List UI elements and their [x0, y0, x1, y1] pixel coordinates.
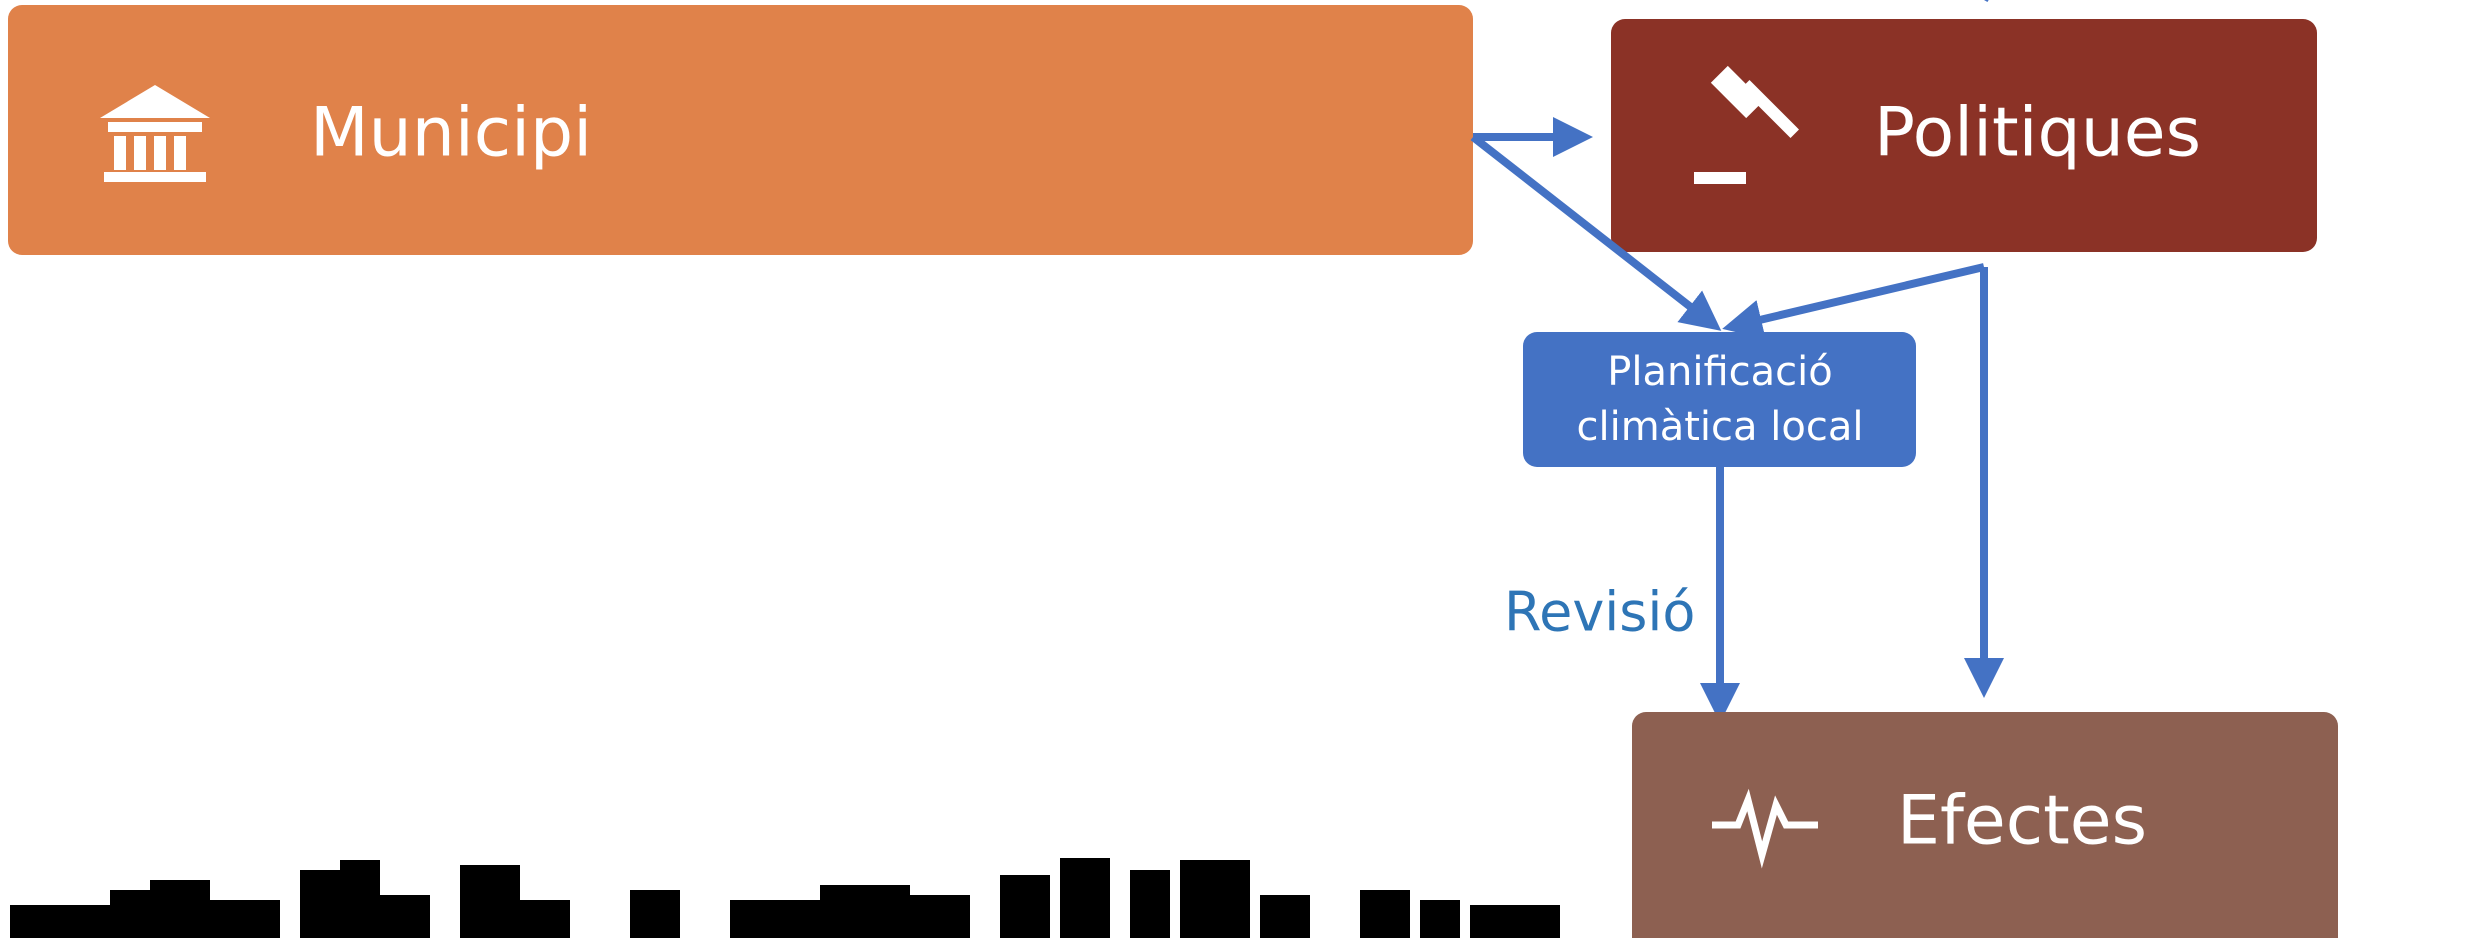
gavel-icon	[1694, 65, 1799, 184]
node-label: Planificació	[1607, 349, 1833, 395]
node-label: Politiques	[1874, 94, 2201, 173]
planificacio-box	[1523, 332, 1916, 467]
edge-label: Revisió	[1504, 581, 1695, 644]
politiques-box	[1611, 19, 2317, 252]
arrows	[1470, 0, 2004, 723]
node-label: Efectes	[1897, 782, 2147, 861]
municipi-box	[8, 5, 1473, 255]
node-label: climàtica local	[1577, 404, 1864, 450]
skyline	[10, 858, 1560, 938]
bank-icon	[100, 85, 210, 182]
pulse-icon	[1712, 788, 1818, 869]
efectes-box	[1632, 712, 2338, 938]
node-label: Municipi	[310, 94, 592, 173]
